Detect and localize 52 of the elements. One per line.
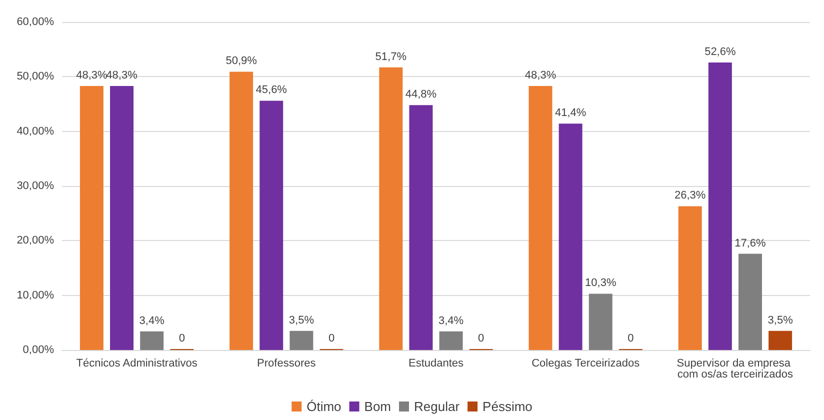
data-label: 45,6% bbox=[256, 84, 288, 96]
data-label: 50,9% bbox=[226, 55, 258, 68]
bar bbox=[588, 294, 612, 350]
bar bbox=[290, 330, 314, 350]
data-label: 0 bbox=[178, 332, 185, 344]
data-label: 44,8% bbox=[405, 88, 437, 101]
data-label: 10,3% bbox=[585, 277, 616, 290]
bar bbox=[678, 206, 702, 350]
legend-label: Péssimo bbox=[482, 399, 532, 414]
y-tick-label: 30,00% bbox=[16, 180, 54, 192]
data-label: 26,3% bbox=[674, 190, 706, 202]
x-tick-label: Professores bbox=[257, 358, 316, 370]
y-tick-label: 60,00% bbox=[16, 16, 54, 28]
x-tick-label: Técnicos Administrativos bbox=[76, 358, 198, 370]
y-tick-label: 20,00% bbox=[16, 234, 54, 247]
bar bbox=[768, 330, 792, 350]
bar bbox=[110, 86, 134, 350]
y-tick-label: 0,00% bbox=[22, 344, 54, 356]
data-label: 48,3% bbox=[76, 69, 108, 82]
bar bbox=[409, 105, 433, 350]
data-label: 51,7% bbox=[375, 50, 407, 63]
data-label: 17,6% bbox=[734, 237, 766, 250]
x-tick-label: Supervisor da empresa com os/as terceirizados bbox=[676, 358, 794, 380]
bar bbox=[439, 331, 463, 350]
data-label: 0 bbox=[478, 332, 484, 344]
y-tick-label: 50,00% bbox=[16, 70, 54, 83]
bar bbox=[558, 124, 582, 350]
bar bbox=[528, 86, 552, 350]
data-label: 0 bbox=[328, 332, 335, 344]
data-label: 0 bbox=[628, 332, 634, 344]
bar bbox=[708, 62, 732, 350]
legend-label: Bom bbox=[364, 399, 392, 414]
bar bbox=[260, 100, 284, 350]
data-label: 48,3% bbox=[106, 69, 138, 82]
bar bbox=[379, 67, 403, 350]
data-label: 52,6% bbox=[704, 46, 736, 58]
data-label: 48,3% bbox=[524, 69, 556, 82]
legend-label: Regular bbox=[414, 399, 460, 414]
x-tick-label: Colegas Terceirizados bbox=[532, 358, 640, 370]
y-tick-label: 10,00% bbox=[16, 289, 54, 302]
bar bbox=[140, 331, 164, 350]
bar bbox=[230, 72, 254, 350]
data-label: 3,4% bbox=[139, 314, 165, 327]
bar bbox=[80, 86, 104, 350]
data-label: 41,4% bbox=[554, 107, 586, 120]
y-tick-label: 40,00% bbox=[16, 125, 54, 138]
data-label: 3,5% bbox=[768, 314, 794, 326]
x-tick-label: Estudantes bbox=[408, 358, 464, 370]
legend-label: Ótimo bbox=[306, 399, 342, 414]
data-label: 3,4% bbox=[438, 314, 464, 327]
data-label: 3,5% bbox=[288, 314, 314, 326]
bar bbox=[738, 254, 762, 350]
